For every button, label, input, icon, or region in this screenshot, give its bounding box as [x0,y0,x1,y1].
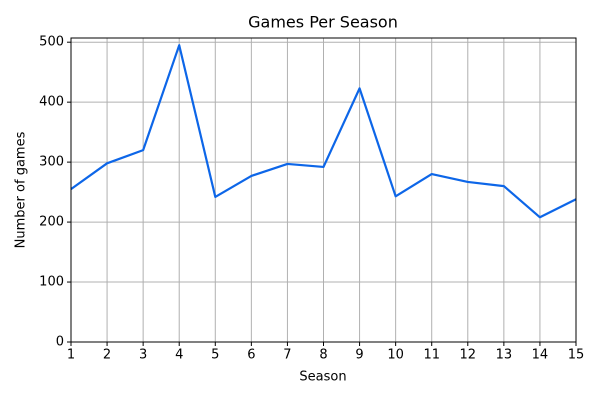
y-tick-label: 100 [39,275,64,290]
x-tick-label: 14 [532,348,549,363]
x-tick-label: 4 [175,348,183,363]
y-axis-label: Number of games [14,131,29,248]
x-tick-label: 5 [211,348,219,363]
y-tick-label: 300 [39,155,64,170]
x-tick-label: 10 [387,348,404,363]
y-tick-label: 200 [39,215,64,230]
x-tick-label: 15 [568,348,585,363]
x-tick-label: 8 [319,348,327,363]
line [70,44,577,219]
x-tick-label: 9 [355,348,363,363]
plot-frame [70,37,577,343]
x-tick-label: 3 [139,348,147,363]
x-tick-label: 7 [283,348,291,363]
x-tick-label: 11 [423,348,440,363]
y-tick-label: 0 [56,335,64,350]
chart-title: Games Per Season [248,13,398,32]
x-tick-label: 2 [103,348,111,363]
x-axis-label: Season [299,370,346,385]
y-tick-label: 400 [39,95,64,110]
x-tick-label: 6 [247,348,255,363]
x-tick-label: 13 [496,348,513,363]
x-tick-label: 1 [67,348,75,363]
x-tick-label: 12 [460,348,477,363]
y-tick-label: 500 [39,35,64,50]
